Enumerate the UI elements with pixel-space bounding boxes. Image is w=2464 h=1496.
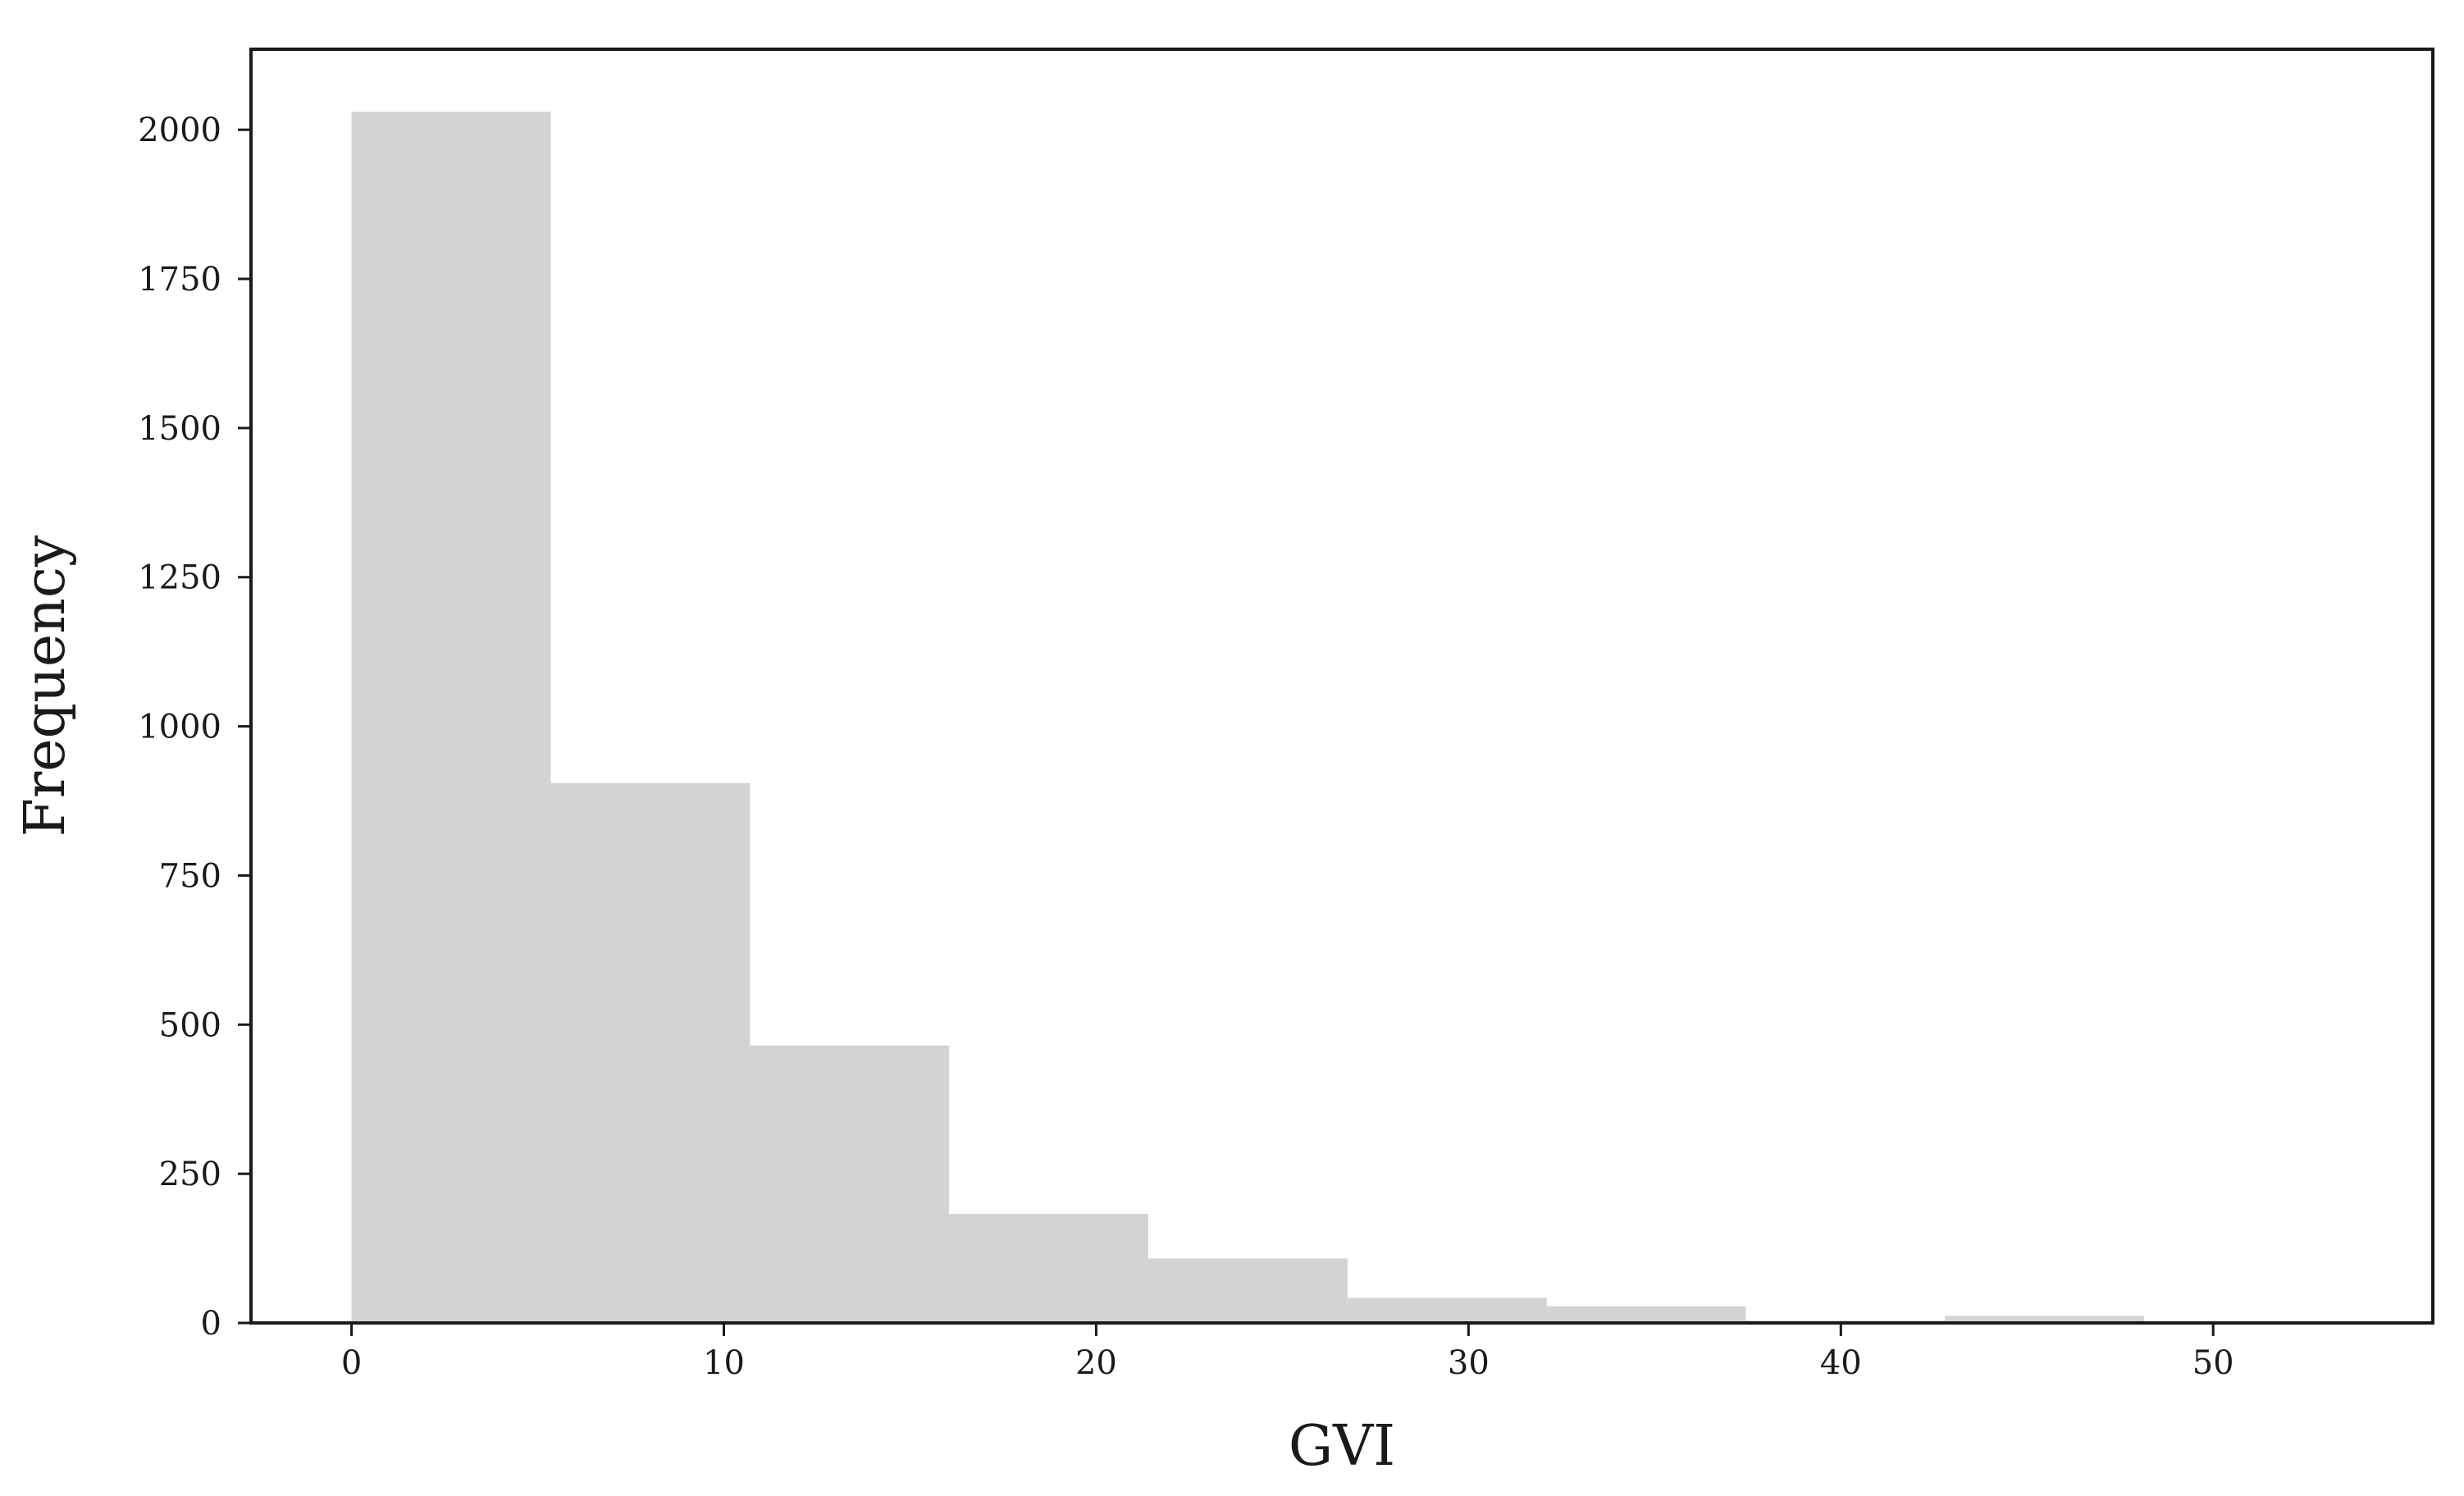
- y-axis: 0 250 500 750 1000 1250 1500 1750 2000: [138, 112, 251, 1343]
- y-tick-label: 2000: [138, 112, 221, 149]
- y-tick-label: 750: [159, 857, 221, 895]
- y-tick-label: 250: [159, 1156, 221, 1193]
- bars-layer: [351, 112, 2145, 1323]
- x-axis: 0 10 20 30 40 50: [341, 1323, 2234, 1382]
- y-tick-label: 0: [201, 1305, 221, 1343]
- y-tick-label: 1500: [138, 410, 221, 448]
- x-tick-label: 0: [341, 1344, 362, 1382]
- histogram-bar: [1148, 1258, 1348, 1323]
- y-axis-title: Frequency: [13, 535, 78, 837]
- histogram-bar: [1546, 1306, 1746, 1323]
- plot-frame: [249, 48, 2434, 1325]
- histogram-bar: [550, 782, 751, 1323]
- y-tick-label: 1000: [138, 709, 221, 746]
- histogram-bar: [750, 1045, 950, 1323]
- histogram-bar: [949, 1213, 1148, 1323]
- x-axis-title: GVI: [1289, 1414, 1395, 1479]
- x-tick-label: 10: [703, 1344, 745, 1382]
- y-tick-label: 500: [159, 1006, 221, 1044]
- x-tick-label: 40: [1820, 1344, 1862, 1382]
- x-tick-label: 30: [1448, 1344, 1490, 1382]
- y-tick-label: 1250: [138, 559, 221, 597]
- x-tick-label: 20: [1075, 1344, 1117, 1382]
- y-tick-label: 1750: [138, 261, 221, 299]
- histogram-bar: [1347, 1298, 1547, 1323]
- histogram-bar: [1945, 1316, 2145, 1323]
- x-tick-label: 50: [2193, 1344, 2234, 1382]
- histogram-bar: [351, 112, 551, 1323]
